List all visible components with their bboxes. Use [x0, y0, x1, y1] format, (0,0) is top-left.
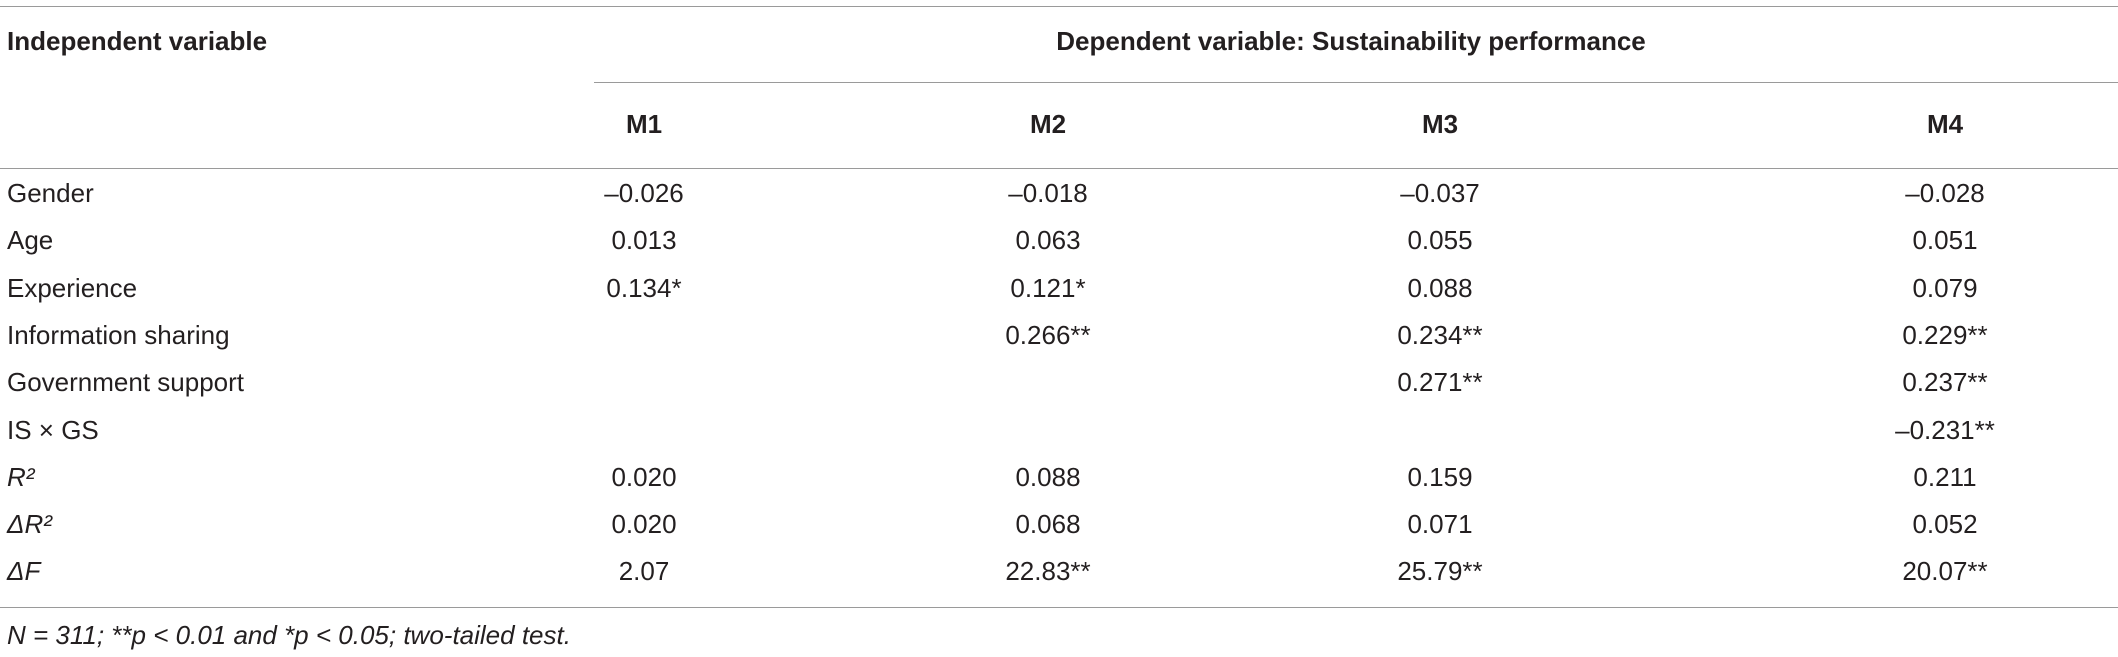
rule-bottom: [0, 607, 2118, 608]
cell: 0.079: [1912, 272, 1978, 303]
rule-top: [0, 6, 2118, 7]
cell: 0.068: [1015, 509, 1081, 540]
row-label: ΔF: [7, 556, 41, 587]
cell: –0.037: [1400, 178, 1480, 208]
row-label: Age: [7, 225, 54, 256]
column-header: M1: [625, 109, 663, 139]
rule-group: [594, 82, 2118, 83]
row-label: Gender: [7, 178, 94, 208]
row-label: ΔR²: [7, 509, 52, 540]
cell: 0.020: [611, 509, 677, 540]
column-header: M2: [1029, 109, 1067, 139]
cell: 0.234**: [1397, 319, 1483, 350]
row-label: Information sharing: [7, 319, 230, 350]
cell: 0.229**: [1902, 319, 1988, 350]
cell: 0.013: [611, 225, 677, 256]
cell: 0.121*: [1010, 272, 1086, 303]
row-label: Government support: [7, 367, 245, 398]
cell: 0.071: [1407, 509, 1473, 540]
cell: 0.159: [1407, 461, 1473, 492]
cell: 0.211: [1913, 461, 1977, 492]
note: N = 311; **p < 0.01 and *p < 0.05; two-t…: [7, 620, 571, 650]
cell: 0.271**: [1397, 367, 1483, 398]
cell: 0.134*: [606, 272, 682, 303]
cell: 0.237**: [1902, 367, 1988, 398]
column-header: M3: [1421, 109, 1459, 139]
row-label: R²: [7, 461, 35, 492]
cell: –0.026: [604, 178, 684, 208]
cell: 20.07**: [1902, 556, 1988, 587]
cell: 0.055: [1407, 225, 1473, 256]
row-label: Experience: [7, 272, 138, 303]
cell: 0.051: [1912, 225, 1978, 256]
cell: –0.018: [1008, 178, 1088, 208]
cell: 0.088: [1015, 461, 1081, 492]
rule-header: [0, 168, 2118, 169]
cell: –0.231**: [1895, 414, 1995, 445]
stub-header: Independent variable: [7, 26, 268, 56]
cell: 0.052: [1912, 509, 1978, 540]
cell: 25.79**: [1397, 556, 1483, 587]
column-header: M4: [1926, 109, 1964, 139]
cell: 0.063: [1015, 225, 1081, 256]
cell: 0.266**: [1005, 319, 1091, 350]
row-label: IS × GS: [7, 414, 99, 445]
cell: 0.088: [1407, 272, 1473, 303]
group-header: Dependent variable: Sustainability perfo…: [1056, 26, 1646, 56]
cell: –0.028: [1905, 178, 1985, 208]
cell: 2.07: [618, 556, 670, 587]
cell: 22.83**: [1005, 556, 1091, 587]
cell: 0.020: [611, 461, 677, 492]
